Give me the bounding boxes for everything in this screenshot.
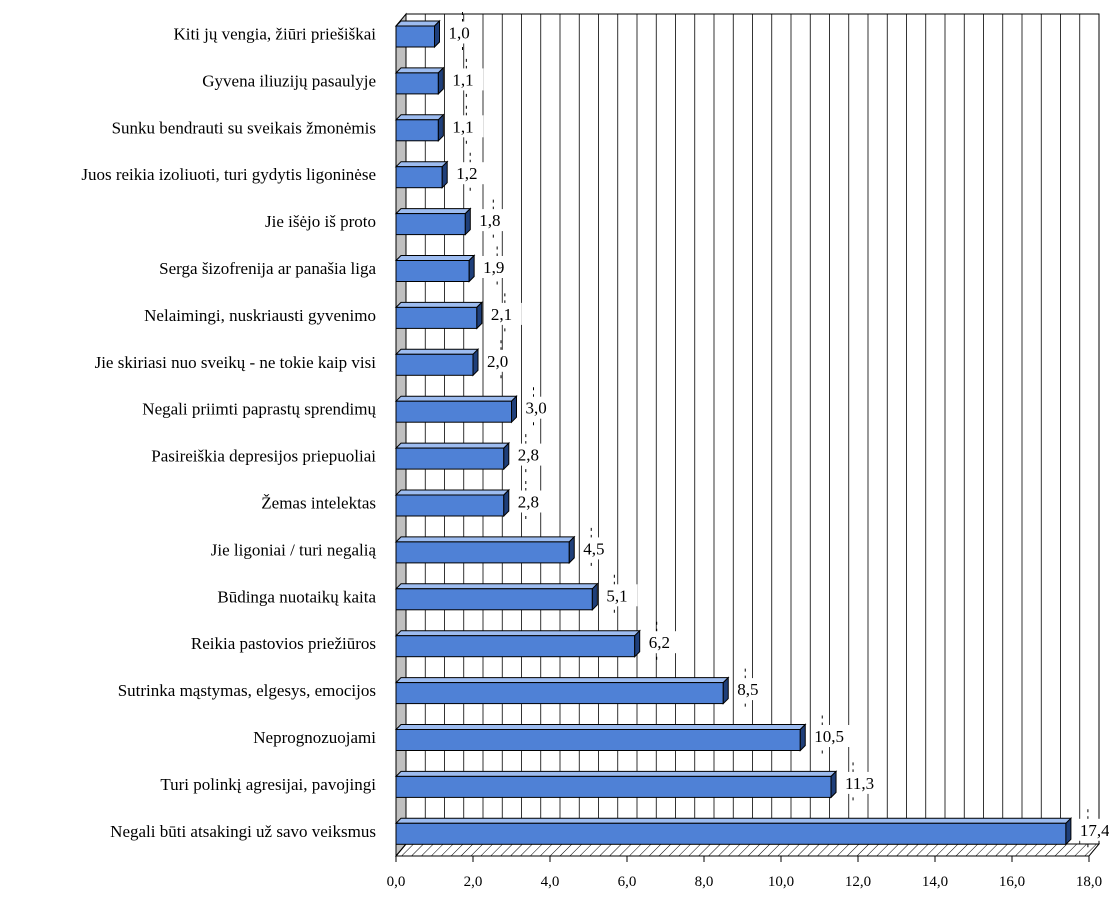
- category-label: Serga šizofrenija ar panašia liga: [159, 259, 376, 278]
- bar: [394, 582, 599, 612]
- data-label: 6,2: [649, 633, 670, 652]
- data-label: 8,5: [737, 680, 758, 699]
- data-label: 10,5: [814, 727, 844, 746]
- data-label-bg: [515, 443, 549, 466]
- data-label: 5,1: [606, 586, 627, 605]
- x-axis-ticks: 0,0 2,0 4,0 6,0 8,0 10,0 12,0 14,0 16,0 18,0: [387, 855, 1102, 890]
- category-label: Neprognozuojami: [253, 728, 376, 747]
- data-label: 1,8: [479, 211, 500, 230]
- bar: [394, 113, 445, 143]
- bar: [394, 770, 838, 799]
- category-label: Negali priimti paprastų sprendimų: [142, 400, 376, 419]
- data-label: 2,0: [487, 352, 508, 371]
- x-tick-label: 0,0: [387, 874, 406, 890]
- data-label-bg: [581, 537, 615, 560]
- data-labels: 1,0 1,1 1,1 1,2 1,8 1,9 2,1 2,0 3,0 2,8 2,8 4,5 5,1 6…: [446, 21, 1109, 841]
- category-label: Jie ligoniai / turi negalią: [211, 540, 377, 559]
- x-tick-label: 4,0: [541, 874, 560, 890]
- data-label-bg: [523, 396, 557, 419]
- bar: [394, 676, 730, 705]
- category-labels: Kiti jų vengia, žiūri priešiškai Gyvena i…: [81, 25, 376, 841]
- data-label-bg: [481, 256, 515, 278]
- category-label: Sunku bendrauti su sveikais žmonėmis: [112, 118, 376, 137]
- bar: [394, 207, 472, 236]
- data-label: 3,0: [526, 399, 547, 418]
- data-label: 2,1: [491, 305, 512, 324]
- category-label: Negali būti atsakingi už savo veiksmus: [110, 822, 376, 841]
- x-tick-label: 10,0: [768, 874, 794, 890]
- bar: [394, 19, 441, 49]
- data-label-bg: [488, 302, 522, 325]
- category-label: Kiti jų vengia, žiūri priešiškai: [173, 25, 376, 44]
- floor: [394, 843, 1101, 857]
- bar: [394, 394, 518, 424]
- x-tick-label: 14,0: [922, 874, 948, 890]
- x-tick-label: 2,0: [464, 874, 483, 890]
- data-label-bg: [1077, 818, 1109, 841]
- bar: [394, 301, 484, 330]
- data-label-bg: [604, 584, 638, 607]
- bar: [394, 488, 511, 518]
- data-label: 1,2: [456, 164, 477, 183]
- data-label-bg: [843, 771, 886, 794]
- x-tick-label: 12,0: [845, 874, 871, 890]
- data-label-bg: [450, 68, 484, 91]
- data-label-bg: [454, 162, 488, 185]
- category-label: Nelaimingi, nuskriausti gyvenimo: [144, 306, 376, 325]
- category-label: Turi polinkį agresijai, pavojingi: [160, 775, 376, 794]
- bar: [394, 160, 449, 189]
- bar: [394, 629, 641, 658]
- data-label: 1,9: [483, 258, 504, 277]
- category-label: Jie išėjo iš proto: [265, 212, 376, 231]
- data-label: 4,5: [583, 539, 604, 558]
- bar: [394, 254, 476, 283]
- bar: [394, 723, 807, 752]
- category-label: Jie skiriasi nuo sveikų - ne tokie kaip …: [95, 353, 377, 372]
- category-label: Pasireiškia depresijos priepuoliai: [151, 447, 376, 466]
- x-tick-label: 6,0: [618, 874, 637, 890]
- bar: [394, 817, 1073, 846]
- data-label: 2,8: [518, 446, 539, 465]
- data-label-bg: [735, 678, 769, 701]
- x-tick-label: 18,0: [1076, 874, 1102, 890]
- category-label: Gyvena iliuzijų pasaulyje: [202, 71, 376, 90]
- data-label: 1,1: [452, 117, 473, 136]
- data-label: 11,3: [845, 774, 874, 793]
- data-label-bg: [450, 115, 484, 138]
- data-label-bg: [477, 209, 511, 232]
- x-tick-label: 8,0: [695, 874, 714, 890]
- bar: [394, 348, 480, 377]
- x-tick-label: 16,0: [999, 874, 1025, 890]
- category-label: Juos reikia izoliuoti, turi gydytis ligo…: [81, 165, 376, 184]
- category-label: Sutrinka mąstymas, elgesys, emocijos: [118, 681, 376, 700]
- data-label-bg: [485, 349, 518, 372]
- category-label: Reikia pastovios priežiūros: [191, 634, 376, 653]
- bar: [394, 441, 511, 471]
- bar: [394, 66, 445, 96]
- bars: [394, 19, 1073, 846]
- data-label-bg: [812, 725, 855, 747]
- data-label: 2,8: [518, 493, 539, 512]
- data-label: 17,4: [1080, 821, 1109, 840]
- data-label: 1,1: [452, 70, 473, 89]
- bar: [394, 535, 576, 565]
- data-label-bg: [446, 21, 480, 44]
- data-label-bg: [515, 490, 549, 513]
- category-label: Būdinga nuotaikų kaita: [217, 587, 376, 606]
- data-label-bg: [646, 631, 680, 654]
- vertical-gridlines: [424, 14, 1081, 844]
- category-label: Žemas intelektas: [261, 494, 376, 513]
- data-label: 1,0: [449, 24, 470, 43]
